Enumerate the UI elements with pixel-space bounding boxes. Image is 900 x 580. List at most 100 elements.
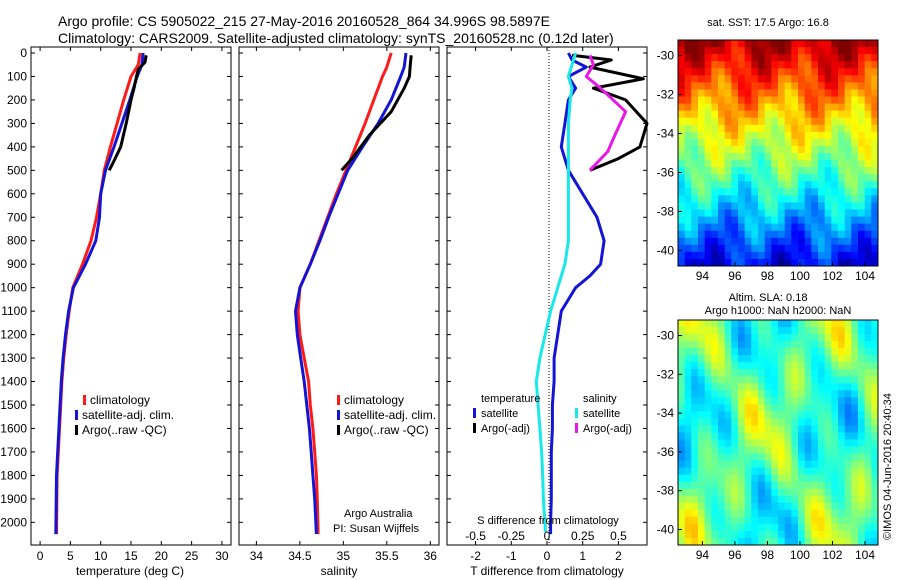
map-cell <box>824 209 832 218</box>
map-cell <box>818 181 826 189</box>
map-cell <box>738 538 746 545</box>
series-line <box>294 52 408 535</box>
map-cell <box>771 244 779 253</box>
map-cell <box>744 103 752 112</box>
map-cell <box>811 509 819 518</box>
map-cell <box>764 138 772 147</box>
map-cell <box>678 202 686 211</box>
map-cell <box>764 68 772 76</box>
map-cell <box>838 202 846 211</box>
map-cell <box>758 341 766 349</box>
difference-legend: temperature salinity satellite Argo(-adj… <box>473 393 632 435</box>
map-cell <box>798 369 806 377</box>
map-cell <box>718 47 726 55</box>
map-cell <box>864 481 872 490</box>
map-cell <box>831 181 839 189</box>
map-cell <box>771 258 779 266</box>
map-cell <box>711 369 719 377</box>
map-cell <box>751 432 759 441</box>
map-cell <box>864 47 872 55</box>
map-cell <box>711 131 719 140</box>
map-cell <box>731 209 739 218</box>
map-cell <box>824 467 832 476</box>
map-cell <box>824 117 832 126</box>
map-cell <box>798 516 806 525</box>
map-cell <box>838 418 846 426</box>
map-cell <box>718 355 726 363</box>
legend-s-argo-label: Argo(-adj) <box>583 423 632 435</box>
map-cell <box>871 124 878 133</box>
depth-tick-label: 1800 <box>0 468 27 482</box>
map-cell <box>711 89 719 98</box>
sla-map-title-line-1: Altim. SLA: 0.18 <box>729 292 808 304</box>
map-cell <box>851 68 859 76</box>
map-cell <box>758 334 766 342</box>
map-cell <box>691 453 699 462</box>
x-tick-label: 1 <box>579 549 586 563</box>
map-cell <box>704 237 712 246</box>
map-cell <box>758 453 766 462</box>
map-cell <box>804 355 812 363</box>
map-cell <box>698 181 706 189</box>
map-cell <box>824 453 832 462</box>
map-cell <box>844 160 852 168</box>
map-cell <box>824 418 832 426</box>
map-cell <box>871 131 878 140</box>
map-cell <box>784 167 792 175</box>
map-cell <box>698 40 706 48</box>
header-line-1: Argo profile: CS 5905022_215 27-May-2016… <box>58 13 550 29</box>
map-cell <box>771 404 779 412</box>
map-cell <box>691 131 699 140</box>
map-cell <box>711 341 719 349</box>
map-cell <box>738 467 746 476</box>
map-cell <box>731 110 739 119</box>
map-cell <box>824 68 832 76</box>
map-cell <box>758 369 766 377</box>
map-cell <box>731 404 739 412</box>
map-cell <box>684 54 692 62</box>
map-cell <box>851 75 859 83</box>
map-cell <box>864 167 872 175</box>
map-cell <box>744 502 752 511</box>
map-cell <box>871 82 878 91</box>
map-cell <box>744 47 752 55</box>
map-cell <box>771 124 779 133</box>
map-cell <box>798 327 806 335</box>
map-cell <box>744 348 752 356</box>
map-cell <box>838 167 846 175</box>
map-cell <box>871 251 878 260</box>
map-cell <box>718 223 726 232</box>
map-cell <box>818 117 826 126</box>
map-cell <box>791 369 799 377</box>
map-cell <box>738 488 746 497</box>
map-cell <box>838 75 846 83</box>
map-cell <box>751 348 759 356</box>
depth-tick-label: 100 <box>7 69 27 83</box>
map-cell <box>751 334 759 342</box>
map-cell <box>771 376 779 384</box>
map-cell <box>751 209 759 218</box>
map-cell <box>851 237 859 246</box>
map-cell <box>711 509 719 518</box>
map-cell <box>698 47 706 55</box>
map-cell <box>858 439 866 448</box>
map-cell <box>784 258 792 266</box>
map-cell <box>871 509 878 518</box>
map-cell <box>798 538 806 545</box>
map-cell <box>858 174 866 182</box>
map-cell <box>838 355 846 363</box>
map-x-tick-label: 94 <box>696 269 710 283</box>
map-cell <box>718 96 726 105</box>
map-cell <box>678 110 686 119</box>
map-cell <box>851 327 859 335</box>
map-cell <box>724 334 732 342</box>
map-cell <box>718 523 726 532</box>
map-cell <box>844 523 852 532</box>
map-cell <box>718 82 726 91</box>
map-cell <box>778 124 786 133</box>
map-cell <box>824 54 832 62</box>
map-cell <box>798 47 806 55</box>
map-cell <box>864 523 872 532</box>
map-cell <box>791 82 799 91</box>
map-cell <box>798 188 806 196</box>
